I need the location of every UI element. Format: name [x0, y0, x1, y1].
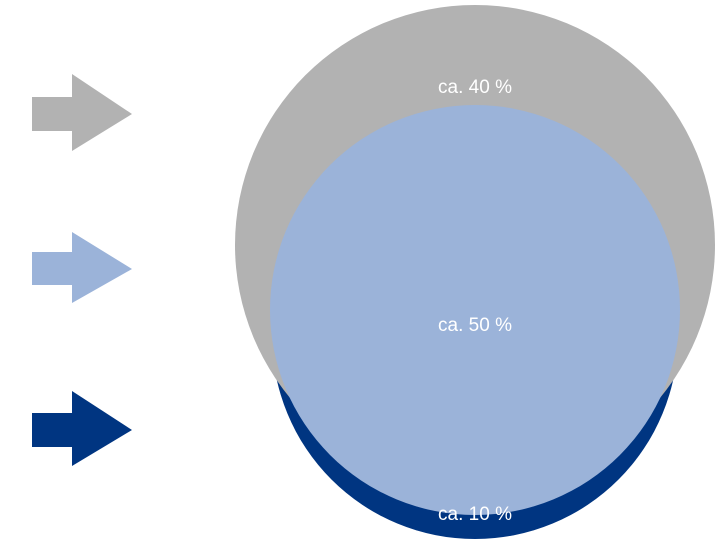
light-blue-segment-label: ca. 50 % [438, 315, 512, 336]
dark-blue-segment-label: ca. 10 % [438, 504, 512, 525]
right-arrow-icon [32, 391, 132, 466]
light-blue-circle [270, 105, 680, 515]
right-arrow-icon [32, 232, 132, 303]
right-arrow-icon [32, 74, 132, 151]
gray-segment-label: ca. 40 % [438, 77, 512, 98]
